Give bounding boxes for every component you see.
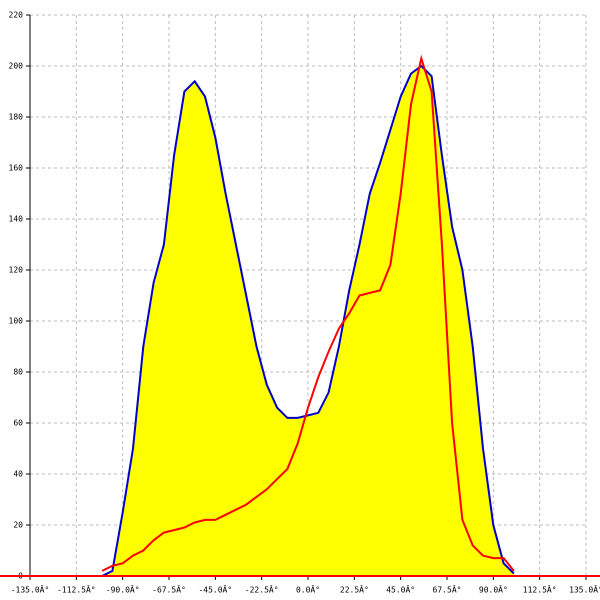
x-tick-label: 22.5Â°: [340, 584, 369, 595]
y-tick-label: 20: [13, 521, 23, 530]
y-tick-label: 80: [13, 368, 23, 377]
y-tick-label: 40: [13, 470, 23, 479]
x-tick-label: -67.5Â°: [152, 584, 186, 595]
y-tick-label: 200: [9, 62, 24, 71]
y-tick-label: 140: [9, 215, 24, 224]
line: [101, 54, 515, 572]
y-tick-label: 220: [9, 11, 24, 20]
area-outline: [101, 64, 515, 577]
area-fill: [102, 66, 514, 576]
x-tick-label: 0.0Â°: [296, 584, 320, 595]
y-tick-label: 100: [9, 317, 24, 326]
axes: 020406080100120140160180200220-135.0Â°-1…: [0, 11, 600, 595]
x-tick-label: -90.0Â°: [106, 584, 140, 595]
y-tick-label: 120: [9, 266, 24, 275]
x-tick-label: 45.0Â°: [386, 584, 415, 595]
x-tick-label: 112.5Â°: [523, 584, 557, 595]
x-tick-label: -112.5Â°: [57, 584, 96, 595]
x-tick-label: -135.0Â°: [11, 584, 50, 595]
marks: [101, 54, 515, 577]
y-tick-label: 180: [9, 113, 24, 122]
x-tick-label: 90.0Â°: [479, 584, 508, 595]
x-tick-label: 135.0Â°: [569, 584, 600, 595]
x-tick-label: -45.0Â°: [198, 584, 232, 595]
x-tick-label: 67.5Â°: [433, 584, 462, 595]
y-tick-label: 60: [13, 419, 23, 428]
x-tick-label: -22.5Â°: [245, 584, 279, 595]
y-tick-label: 160: [9, 164, 24, 173]
